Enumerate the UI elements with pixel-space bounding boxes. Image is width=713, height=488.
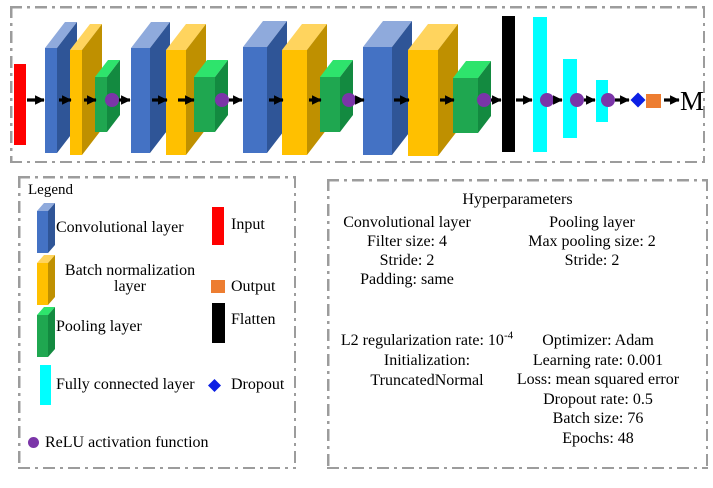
- relu-dot-4: [477, 93, 491, 107]
- relu-dot-6: [570, 93, 584, 107]
- conv-stride: Stride: 2: [379, 252, 435, 269]
- learning-rate: Learning rate: 0.001: [532, 351, 664, 369]
- conv-block-2: [131, 22, 170, 153]
- l2-regularization-rate: L2 regularization rate: 10-4: [327, 329, 527, 351]
- loss: Loss: mean squared error: [516, 371, 680, 389]
- relu-dot-2: [215, 93, 229, 107]
- output-square: [646, 94, 661, 108]
- pooling-stride: Stride: 2: [564, 252, 620, 269]
- relu-dot-5: [540, 93, 554, 107]
- legend-label-flatten: Flatten: [231, 311, 276, 328]
- legend-panel: Legend Convolutional layer Batch normali…: [18, 176, 296, 469]
- input-layer-bar: [14, 64, 26, 145]
- relu-icon: [28, 437, 39, 448]
- relu-dot-1: [105, 93, 119, 107]
- architecture-panel: [10, 6, 705, 163]
- dropout-icon: [208, 379, 221, 392]
- legend-label-input: Input: [231, 216, 265, 233]
- pooling-layer-icon: [37, 307, 55, 357]
- batchnorm-block-4: [408, 24, 458, 156]
- pooling-size: Max pooling size: 2: [528, 233, 656, 250]
- conv-padding: Padding: same: [360, 271, 454, 288]
- conv-block-3: [243, 21, 287, 153]
- batch-normalization-layer-icon: [37, 255, 55, 305]
- legend-label-fc: Fully connected layer: [56, 376, 195, 393]
- hyperparameters-conv-block: Convolutional layer Filter size: 4 Strid…: [327, 213, 487, 289]
- hyperparameters-regularization-block: L2 regularization rate: 10-4 Initializat…: [327, 329, 527, 391]
- legend-label-batchnorm: Batch normalization layer: [64, 262, 196, 295]
- output-icon: [211, 280, 225, 293]
- legend-label-relu: ReLU activation function: [45, 434, 209, 451]
- pooling-heading: Pooling layer: [549, 214, 635, 231]
- fc-layer-1-bar: [533, 17, 547, 152]
- legend-label-output: Output: [231, 278, 276, 295]
- initialization-label: Initialization:: [383, 352, 471, 369]
- output-dimension-label: M: [680, 86, 704, 116]
- l2-exponent: -4: [503, 329, 514, 342]
- batch-size: Batch size: 76: [552, 410, 644, 428]
- relu-dot-3: [342, 93, 356, 107]
- hyperparameters-title: Hyperparameters: [462, 191, 573, 208]
- conv-heading: Convolutional layer: [343, 214, 471, 231]
- flatten-icon: [212, 303, 225, 343]
- optimizer: Optimizer: Adam: [542, 332, 654, 349]
- legend-label-pooling: Pooling layer: [56, 318, 142, 335]
- conv-filter-size: Filter size: 4: [367, 233, 447, 250]
- architecture-diagram: M: [14, 16, 704, 156]
- fully-connected-layer-icon: [40, 365, 51, 405]
- input-icon: [212, 207, 224, 245]
- relu-dot-7: [601, 93, 615, 107]
- initialization-value: TruncatedNormal: [370, 372, 484, 389]
- hyperparameters-pooling-block: Pooling layer Max pooling size: 2 Stride…: [507, 213, 677, 270]
- legend-label-conv: Convolutional layer: [56, 219, 184, 236]
- dropout-diamond: [630, 92, 646, 108]
- legend-title: Legend: [28, 182, 73, 198]
- conv-block-4: [363, 21, 412, 155]
- epochs: Epochs: 48: [562, 429, 634, 447]
- dropout-rate: Dropout rate: 0.5: [543, 390, 653, 408]
- fc-layer-2-bar: [563, 59, 577, 138]
- hyperparameters-panel: Hyperparameters Convolutional layer Filt…: [327, 179, 708, 469]
- convolutional-layer-icon: [37, 203, 55, 253]
- flatten-bar: [502, 16, 515, 152]
- hyperparameters-training-block: Optimizer: Adam Learning rate: 0.001 Los…: [508, 331, 688, 449]
- legend-label-dropout: Dropout: [231, 376, 285, 393]
- l2-prefix: L2 regularization rate: 10: [340, 332, 504, 349]
